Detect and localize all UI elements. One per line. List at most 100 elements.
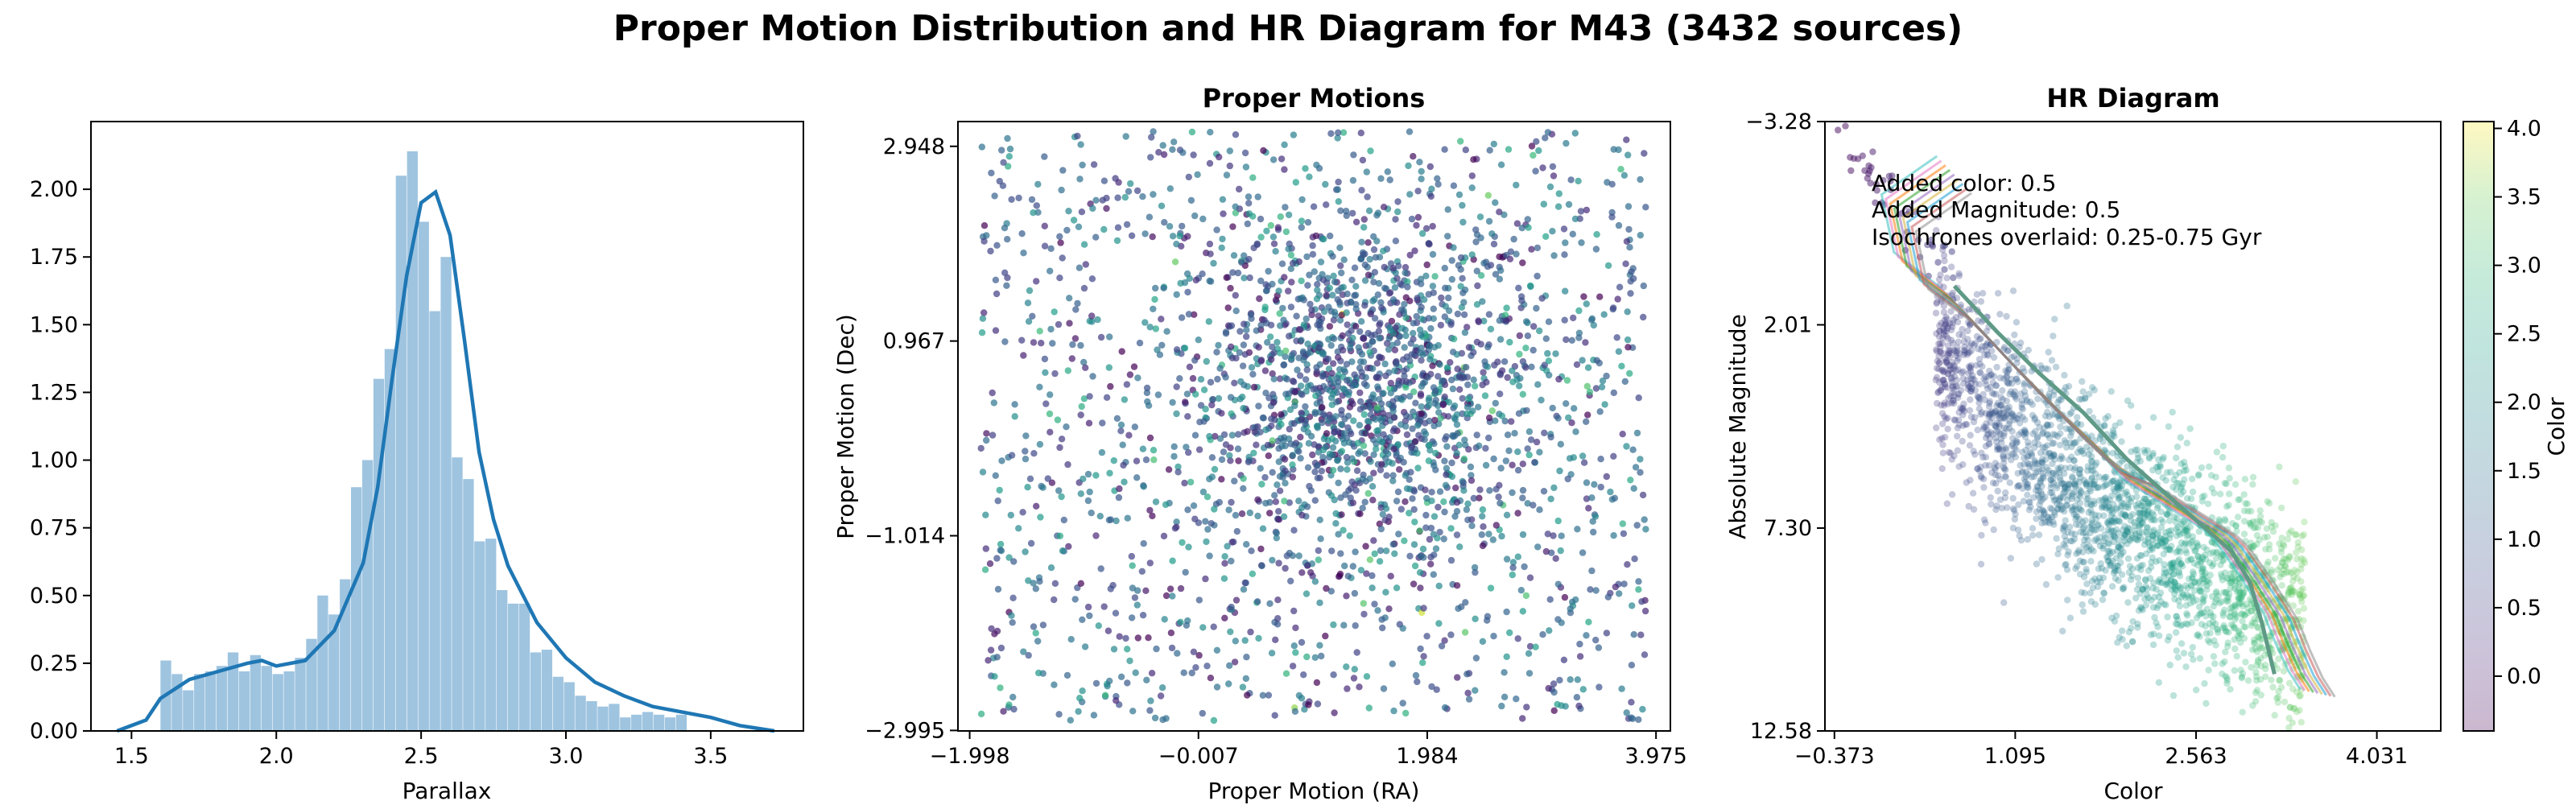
hr-point (2157, 538, 2164, 545)
proper-motion-point (1561, 316, 1568, 324)
proper-motion-point (1455, 373, 1463, 381)
hr-point (2145, 502, 2152, 510)
proper-motion-point (1281, 456, 1289, 463)
proper-motion-point (1189, 374, 1197, 382)
proper-motion-point (1329, 444, 1337, 452)
proper-motion-point (1125, 188, 1133, 195)
proper-motion-point (1276, 375, 1284, 382)
proper-motion-point (1360, 411, 1368, 419)
hr-point (2039, 444, 2046, 451)
proper-motion-point (1480, 369, 1487, 376)
proper-motion-point (1575, 177, 1582, 185)
proper-motion-point (1416, 569, 1424, 576)
hr-point (2202, 630, 2210, 638)
proper-motion-point (1335, 479, 1342, 487)
hr-point (1988, 501, 1995, 508)
hr-point (2162, 580, 2169, 588)
hr-point (1963, 351, 1971, 358)
hr-point (2155, 578, 2162, 585)
proper-motion-point (1036, 440, 1044, 448)
proper-motion-point (1216, 435, 1224, 442)
proper-motion-point (1459, 289, 1467, 296)
hr-point (2128, 534, 2136, 542)
hr-point (1989, 431, 1996, 438)
proper-motion-point (1382, 547, 1390, 555)
hr-point (2056, 474, 2064, 481)
hr-point (2183, 549, 2190, 557)
proper-motion-point (1340, 621, 1348, 629)
hr-point (2019, 485, 2026, 492)
hr-point (2131, 527, 2139, 535)
hr-point (2222, 648, 2229, 655)
histogram-bar (328, 614, 340, 731)
proper-motion-point (1264, 441, 1272, 449)
hr-point (2213, 548, 2221, 555)
hr-point (1986, 398, 1994, 405)
proper-motion-point (1346, 345, 1354, 352)
proper-motion-point (1339, 332, 1346, 340)
hr-point (2182, 466, 2190, 474)
hr-point (2124, 491, 2132, 499)
proper-motion-point (1364, 329, 1372, 337)
proper-motion-point (1356, 389, 1364, 397)
hr-point (2091, 575, 2099, 583)
proper-motion-point (1369, 497, 1377, 504)
hr-point (2066, 537, 2074, 545)
hr-point (2252, 698, 2260, 705)
hr-point (2089, 467, 2097, 474)
hr-point (2278, 570, 2285, 577)
hr-point (2169, 408, 2176, 416)
proper-motion-point (1297, 433, 1304, 441)
hr-point (1971, 386, 1979, 394)
hr-point (2253, 677, 2260, 684)
hr-point (1947, 336, 1955, 344)
proper-motion-point (1026, 475, 1034, 482)
proper-motion-point (1370, 537, 1377, 544)
hr-point (1954, 318, 1962, 326)
proper-motion-point (1577, 208, 1585, 215)
hr-point (2138, 529, 2146, 536)
hr-point (2050, 475, 2057, 483)
hr-point (2154, 502, 2161, 510)
proper-motion-point (1311, 578, 1319, 585)
hr-point (2056, 495, 2063, 502)
histogram-bar (575, 696, 586, 731)
proper-motion-point (1550, 252, 1558, 259)
hr-point (1940, 308, 1948, 316)
proper-motion-point (1274, 224, 1282, 231)
hr-point (2079, 601, 2086, 609)
proper-motion-point (1122, 133, 1129, 140)
proper-motion-point (1047, 325, 1055, 333)
hr-point (1989, 378, 1996, 386)
proper-motion-point (1514, 635, 1521, 642)
hr-point (2128, 638, 2136, 646)
proper-motion-point (1262, 281, 1269, 288)
hr-point (1955, 463, 1963, 470)
hr-point (1944, 384, 1951, 391)
hr-point (2021, 382, 2028, 389)
hr-point (2032, 460, 2039, 468)
hr-point (2201, 572, 2208, 579)
proper-motion-point (1422, 486, 1429, 493)
proper-motion-point (1010, 705, 1018, 713)
proper-motion-point (1378, 304, 1385, 312)
proper-motion-point (1450, 244, 1457, 251)
hr-point (1999, 396, 2007, 403)
hr-point (2182, 594, 2190, 601)
proper-motion-point (1357, 567, 1365, 574)
hr-point (2277, 564, 2284, 571)
hr-point (2167, 559, 2174, 568)
hr-point (2220, 556, 2227, 564)
proper-motion-point (1374, 291, 1382, 299)
proper-motion-point (1623, 237, 1631, 246)
proper-motion-point (1328, 435, 1336, 443)
proper-motion-point (1373, 237, 1381, 245)
hr-point (1974, 393, 1981, 400)
hr-point (2136, 510, 2144, 517)
proper-motion-point (1372, 415, 1379, 423)
proper-motion-point (1300, 671, 1307, 679)
hr-point (2234, 632, 2242, 640)
proper-motion-point (1072, 306, 1080, 313)
proper-motion-point (1207, 378, 1215, 386)
proper-motion-point (1285, 211, 1293, 219)
